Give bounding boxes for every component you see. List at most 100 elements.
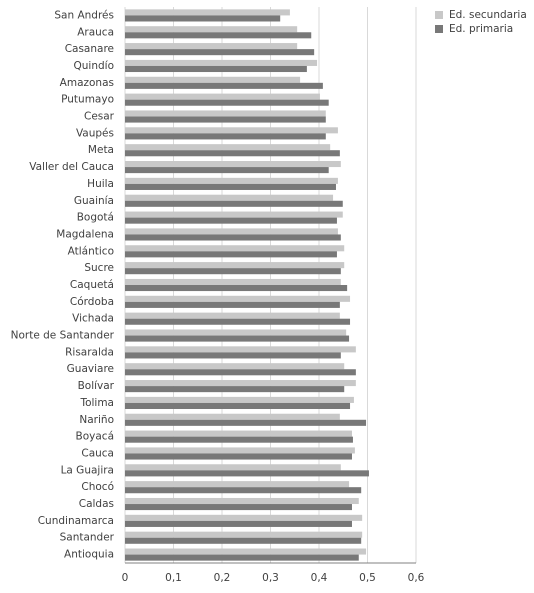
legend-label: Ed. primaria <box>449 23 513 35</box>
bar <box>125 295 351 302</box>
bar <box>125 497 359 505</box>
y-tick-label: Vaupés <box>76 127 114 139</box>
y-tick-label: Cundinamarca <box>38 515 114 527</box>
x-tick-label: 0,2 <box>214 572 231 584</box>
y-tick-label: Antioquia <box>64 549 114 561</box>
bar <box>125 335 350 342</box>
bar <box>125 93 320 100</box>
bar <box>125 32 312 39</box>
bar <box>125 537 362 544</box>
bar <box>125 200 343 207</box>
y-tick-label: Cesar <box>84 111 115 123</box>
y-tick-label: Norte de Santander <box>11 330 115 342</box>
bar <box>125 167 329 174</box>
x-tick-label: 0,5 <box>359 572 376 584</box>
bar <box>125 514 363 521</box>
y-tick-label: Atlántico <box>68 245 114 257</box>
bar <box>125 346 356 353</box>
bar <box>125 49 315 56</box>
y-tick-label: Guaviare <box>67 363 114 375</box>
y-tick-label: Sucre <box>84 262 114 274</box>
x-tick-label: 0,4 <box>311 572 328 584</box>
bar <box>125 59 318 66</box>
y-tick-label: Nariño <box>79 414 114 426</box>
bar <box>125 363 345 370</box>
y-tick-label: Putumayo <box>61 94 114 106</box>
bar <box>125 99 329 106</box>
bar <box>125 194 334 201</box>
bar <box>125 65 307 73</box>
bar <box>125 278 341 285</box>
y-tick-label: Santander <box>60 532 115 544</box>
bar <box>125 76 301 83</box>
bar <box>125 262 345 269</box>
bar <box>125 177 338 184</box>
x-tick-label: 0,6 <box>408 572 425 584</box>
bar <box>125 504 352 511</box>
y-tick-label: Córdoba <box>70 296 114 308</box>
bar <box>125 554 359 561</box>
bar <box>125 419 367 426</box>
bar <box>125 481 350 488</box>
bar <box>125 369 356 376</box>
y-tick-label: Caldas <box>79 498 114 510</box>
bar <box>125 15 281 22</box>
bar <box>125 402 351 410</box>
bar <box>125 133 326 140</box>
bar <box>125 245 345 252</box>
bar <box>125 318 351 325</box>
bar <box>125 447 355 454</box>
y-tick-label: Amazonas <box>60 77 114 89</box>
y-tick-label: Cauca <box>81 447 114 459</box>
x-tick-label: 0 <box>122 572 129 584</box>
bar <box>125 531 363 538</box>
y-tick-label: Huila <box>87 178 114 190</box>
bar <box>125 127 338 134</box>
bar <box>125 116 326 123</box>
y-tick-label: Valler del Cauca <box>29 161 114 173</box>
x-tick-label: 0,1 <box>165 572 182 584</box>
bar <box>125 285 348 292</box>
y-tick-label: Vichada <box>72 313 114 325</box>
x-tick-label: 0,3 <box>262 572 279 584</box>
bar <box>125 487 362 494</box>
bar <box>125 211 343 218</box>
y-tick-label: Caquetá <box>70 279 114 291</box>
legend-swatch <box>435 25 443 33</box>
y-tick-label: Bogotá <box>77 212 114 224</box>
bar <box>125 228 338 235</box>
bar <box>125 144 331 151</box>
bar <box>125 520 352 527</box>
bar <box>125 386 345 393</box>
legend-label: Ed. secundaria <box>449 9 527 21</box>
y-tick-label: Meta <box>88 144 114 156</box>
bar <box>125 329 347 336</box>
y-tick-label: Bolívar <box>78 380 115 392</box>
bar <box>125 268 341 275</box>
bar <box>125 380 356 387</box>
bar <box>125 352 341 359</box>
bar <box>125 312 340 319</box>
bar <box>125 301 340 308</box>
legend-swatch <box>435 11 443 19</box>
y-tick-label: Tolima <box>79 397 114 409</box>
bar <box>125 413 340 420</box>
bar <box>125 436 353 443</box>
bar <box>125 183 336 190</box>
bar <box>125 464 341 471</box>
bar <box>125 396 354 403</box>
bar <box>125 110 326 117</box>
y-tick-label: Guainía <box>74 195 114 207</box>
y-tick-label: San Andrés <box>54 9 114 21</box>
bar <box>125 82 323 89</box>
bar <box>125 160 341 168</box>
bar <box>125 430 352 437</box>
y-tick-label: Arauca <box>77 26 114 38</box>
bar <box>125 43 298 50</box>
y-tick-label: Risaralda <box>65 346 114 358</box>
bar <box>125 217 337 224</box>
y-tick-label: Magdalena <box>56 228 114 240</box>
y-tick-label: Boyacá <box>76 431 114 443</box>
y-tick-label: Casanare <box>65 43 114 55</box>
